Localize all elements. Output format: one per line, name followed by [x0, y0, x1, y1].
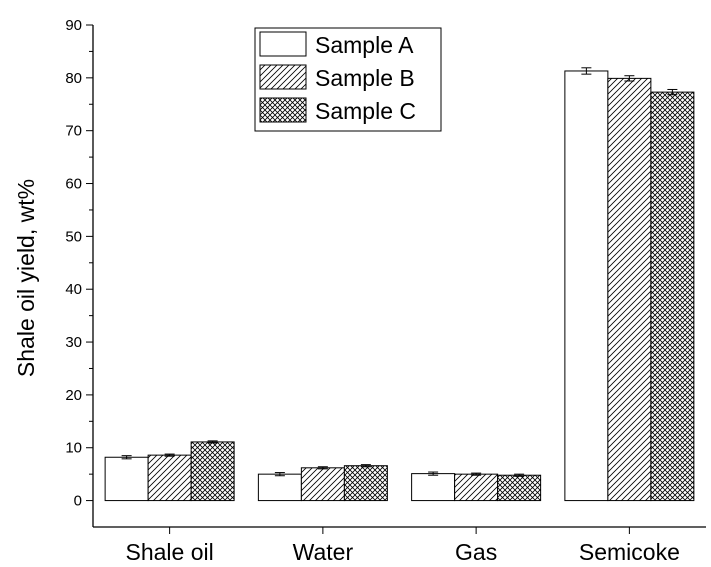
bar: [147, 454, 192, 502]
bar: [411, 473, 456, 502]
y-tick-label: 90: [65, 17, 82, 34]
y-tick-label: 70: [65, 123, 82, 140]
bar: [650, 91, 695, 502]
bar: [104, 456, 149, 502]
y-tick-label: 50: [65, 228, 82, 245]
x-tick-label: Shale oil: [126, 539, 214, 565]
plot-area: 0 10 20 30 40 50 60 70 80 90 Shale oil Water Gas Semi…: [65, 17, 706, 565]
bar: [190, 441, 235, 502]
legend-swatch: [259, 64, 307, 90]
legend-swatch: [259, 97, 307, 123]
legend-swatch: [259, 31, 307, 57]
legend: Sample A Sample B Sample C: [254, 27, 442, 132]
bar: [607, 77, 652, 502]
bar: [257, 473, 302, 502]
x-tick-label: Semicoke: [579, 539, 680, 565]
y-tick-label: 40: [65, 281, 82, 298]
x-tick-label: Water: [293, 539, 354, 565]
bar: [343, 465, 388, 502]
bar: [497, 474, 542, 502]
legend-box: [254, 27, 442, 132]
bar: [300, 467, 345, 502]
y-axis-label: Shale oil yield, wt%: [13, 179, 39, 377]
y-tick-label: 10: [65, 440, 82, 457]
legend-label: Sample A: [315, 32, 414, 58]
legend-label: Sample C: [315, 98, 416, 124]
y-tick-label: 30: [65, 334, 82, 351]
x-tick-label: Gas: [455, 539, 497, 565]
y-tick-label: 80: [65, 70, 82, 87]
bar: [564, 70, 609, 502]
legend-label: Sample B: [315, 65, 415, 91]
y-tick-label: 60: [65, 176, 82, 193]
bar: [454, 473, 499, 502]
y-tick-label: 0: [74, 493, 82, 510]
y-tick-label: 20: [65, 387, 82, 404]
